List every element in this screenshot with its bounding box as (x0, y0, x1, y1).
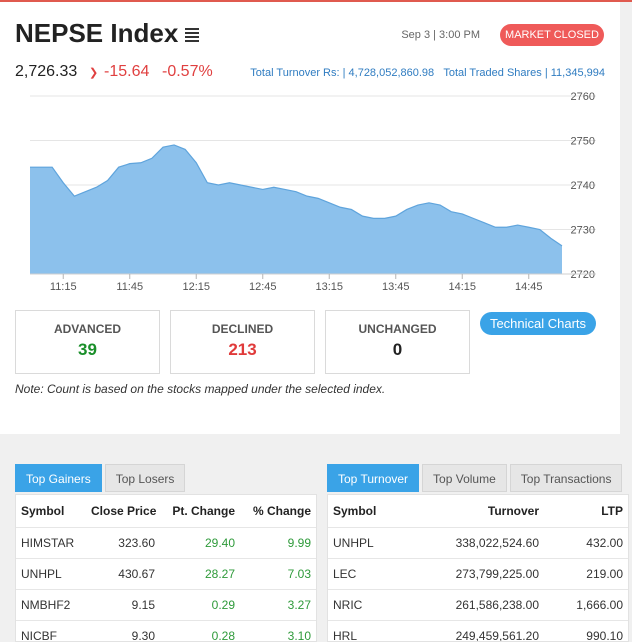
technical-charts-button[interactable]: Technical Charts (480, 312, 596, 335)
x-tick-label: 13:15 (315, 281, 343, 293)
x-tick-label: 14:15 (448, 281, 476, 293)
table-row[interactable]: NRIC 261,586,238.00 1,666.00 (328, 590, 628, 621)
stat-unchanged-value: 0 (392, 340, 403, 359)
symbol-cell[interactable]: HRL (333, 629, 358, 642)
column-header[interactable]: Symbol (333, 504, 377, 518)
point-change-cell: 29.40 (204, 536, 235, 550)
index-line (30, 144, 563, 247)
symbol-cell[interactable]: HIMSTAR (21, 536, 75, 550)
column-header[interactable]: Turnover (487, 504, 539, 518)
table-row[interactable]: LEC 273,799,225.00 219.00 (328, 559, 628, 590)
stat-unchanged-label: UNCHANGED (358, 322, 437, 336)
stat-declined-label: DECLINED (211, 322, 274, 336)
table-header-row: Symbol Turnover LTP (328, 495, 628, 528)
table-row[interactable]: NICBF 9.30 0.28 3.10 (16, 621, 316, 642)
turnover-cell: 273,799,225.00 (455, 567, 539, 581)
symbol-cell[interactable]: NRIC (333, 598, 363, 612)
turnover-tabs: Top Turnover Top Volume Top Transactions (327, 464, 625, 492)
table-row[interactable]: HRL 249,459,561.20 990.10 (328, 621, 628, 642)
index-chart: 2720 2730 2740 2750 2760 11:15 11:45 12:15 12:45… (30, 91, 596, 293)
percent-change-cell: 3.10 (287, 629, 311, 642)
y-tick-label: 2750 (571, 136, 595, 148)
symbol-cell[interactable]: LEC (333, 567, 357, 581)
x-tick-label: 12:45 (249, 281, 277, 293)
tab-top-turnover[interactable]: Top Turnover (327, 464, 420, 492)
stat-advanced-value: 39 (78, 340, 97, 359)
index-summary-card: NEPSE Index Sep 3 | 3:00 PM MARKET CLOSE… (0, 2, 620, 434)
stat-advanced-label: ADVANCED (53, 322, 122, 336)
market-status-badge: MARKET CLOSED (500, 24, 604, 46)
table-row[interactable]: UNHPL 430.67 28.27 7.03 (16, 559, 316, 590)
symbol-cell[interactable]: NICBF (21, 629, 57, 642)
column-header[interactable]: % Change (252, 504, 311, 518)
stat-declined: DECLINED 213 (170, 310, 315, 374)
market-totals: Total Turnover Rs: | 4,728,052,860.98 To… (230, 67, 605, 79)
top-accent-line (0, 0, 632, 2)
table-row[interactable]: UNHPL 338,022,524.60 432.00 (328, 528, 628, 559)
point-change-cell: 28.27 (204, 567, 235, 581)
symbol-cell[interactable]: UNHPL (333, 536, 374, 550)
ltp-cell: 219.00 (586, 567, 623, 581)
y-tick-label: 2740 (571, 180, 595, 192)
ltp-cell: 432.00 (586, 536, 623, 550)
page-title: NEPSE Index (15, 18, 179, 48)
percent-change-cell: 9.99 (287, 536, 311, 550)
tab-top-volume[interactable]: Top Volume (422, 464, 507, 492)
gainers-table: Symbol Close Price Pt. Change % Change H… (15, 494, 317, 642)
index-value: 2,726.33 (15, 63, 78, 80)
close-price-cell: 9.15 (131, 598, 155, 612)
index-area (30, 144, 562, 274)
y-tick-label: 2720 (571, 269, 595, 281)
symbol-cell[interactable]: NMBHF2 (21, 598, 71, 612)
y-tick-label: 2730 (571, 225, 595, 237)
point-change-cell: 0.28 (211, 629, 235, 642)
table-row[interactable]: HIMSTAR 323.60 29.40 9.99 (16, 528, 316, 559)
close-price-cell: 430.67 (118, 567, 155, 581)
percent-change-cell: 3.27 (287, 598, 311, 612)
table-row[interactable]: NMBHF2 9.15 0.29 3.27 (16, 590, 316, 621)
tab-top-transactions[interactable]: Top Transactions (509, 464, 623, 492)
x-tick-label: 11:15 (50, 281, 77, 293)
point-change-cell: 0.29 (211, 598, 235, 612)
column-header[interactable]: LTP (601, 504, 623, 518)
ltp-cell: 990.10 (586, 629, 623, 642)
table-header-row: Symbol Close Price Pt. Change % Change (16, 495, 316, 528)
gainers-tabs: Top Gainers Top Losers (15, 464, 188, 492)
percent-change-cell: 7.03 (287, 567, 311, 581)
stat-advanced: ADVANCED 39 (15, 310, 160, 374)
turnover-cell: 338,022,524.60 (455, 536, 539, 550)
y-tick-label: 2760 (571, 91, 595, 103)
total-traded-shares: Total Traded Shares | 11,345,994 (443, 67, 605, 79)
menu-icon[interactable] (185, 28, 199, 42)
symbol-cell[interactable]: UNHPL (21, 567, 62, 581)
chevron-down-icon: ❯ (89, 67, 99, 79)
column-header[interactable]: Close Price (91, 504, 157, 518)
x-tick-label: 12:15 (182, 281, 210, 293)
x-tick-label: 14:45 (515, 281, 543, 293)
x-tick-label: 13:45 (382, 281, 410, 293)
tab-top-losers[interactable]: Top Losers (104, 464, 186, 492)
count-note: Note: Count is based on the stocks mappe… (15, 382, 386, 396)
ltp-cell: 1,666.00 (576, 598, 623, 612)
index-percent-change: -0.57% (162, 63, 213, 80)
turnover-cell: 249,459,561.20 (455, 629, 539, 642)
stat-declined-value: 213 (228, 340, 257, 359)
market-datetime: Sep 3 | 3:00 PM (401, 29, 480, 41)
close-price-cell: 9.30 (131, 629, 155, 642)
column-header[interactable]: Pt. Change (172, 504, 235, 518)
close-price-cell: 323.60 (118, 536, 155, 550)
column-header[interactable]: Symbol (21, 504, 65, 518)
total-turnover: Total Turnover Rs: | 4,728,052,860.98 (250, 67, 435, 79)
turnover-cell: 261,586,238.00 (455, 598, 539, 612)
stat-unchanged: UNCHANGED 0 (325, 310, 470, 374)
x-tick-label: 11:45 (116, 281, 143, 293)
turnover-table: Symbol Turnover LTP UNHPL 338,022,524.60… (327, 494, 629, 642)
tab-top-gainers[interactable]: Top Gainers (15, 464, 102, 492)
index-point-change: -15.64 (104, 63, 150, 80)
